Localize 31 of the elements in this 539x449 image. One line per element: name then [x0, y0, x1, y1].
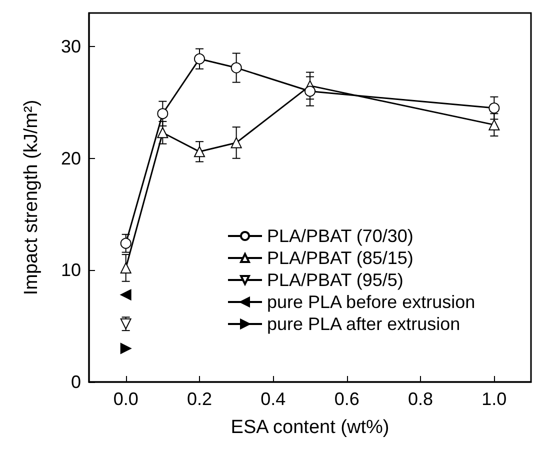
- x-tick-label: 0.8: [408, 389, 434, 409]
- y-axis-title: Impact strength (kJ/m²): [21, 100, 42, 296]
- x-tick-label: 0.6: [334, 389, 360, 409]
- point: [157, 127, 168, 138]
- legend-label: PLA/PBAT (85/15): [267, 248, 414, 268]
- y-tick-label: 10: [60, 260, 81, 280]
- point: [304, 86, 316, 97]
- y-tick-label: 20: [60, 148, 81, 168]
- point: [120, 262, 132, 274]
- x-tick-label: 0.4: [260, 389, 286, 409]
- point: [194, 53, 205, 64]
- point: [120, 318, 132, 330]
- legend-label: PLA/PBAT (95/5): [267, 270, 404, 290]
- legend-label: pure PLA before extrusion: [267, 292, 476, 312]
- point: [157, 108, 168, 120]
- legend-label: PLA/PBAT (70/30): [267, 226, 414, 246]
- point: [120, 238, 132, 249]
- point: [120, 289, 132, 300]
- point: [488, 119, 500, 130]
- point: [120, 342, 132, 354]
- x-tick-label: 1.0: [482, 389, 507, 409]
- legend-label: pure PLA after extrusion: [267, 314, 460, 334]
- point: [488, 102, 500, 114]
- y-tick-label: 30: [60, 36, 81, 57]
- x-axis-title: ESA content (wt%): [230, 417, 390, 438]
- y-tick-label: 0: [70, 372, 81, 392]
- x-tick-label: 0.2: [186, 389, 212, 409]
- point: [194, 146, 205, 158]
- point: [230, 62, 242, 74]
- point: [230, 137, 242, 148]
- x-tick-label: 0.0: [113, 389, 138, 409]
